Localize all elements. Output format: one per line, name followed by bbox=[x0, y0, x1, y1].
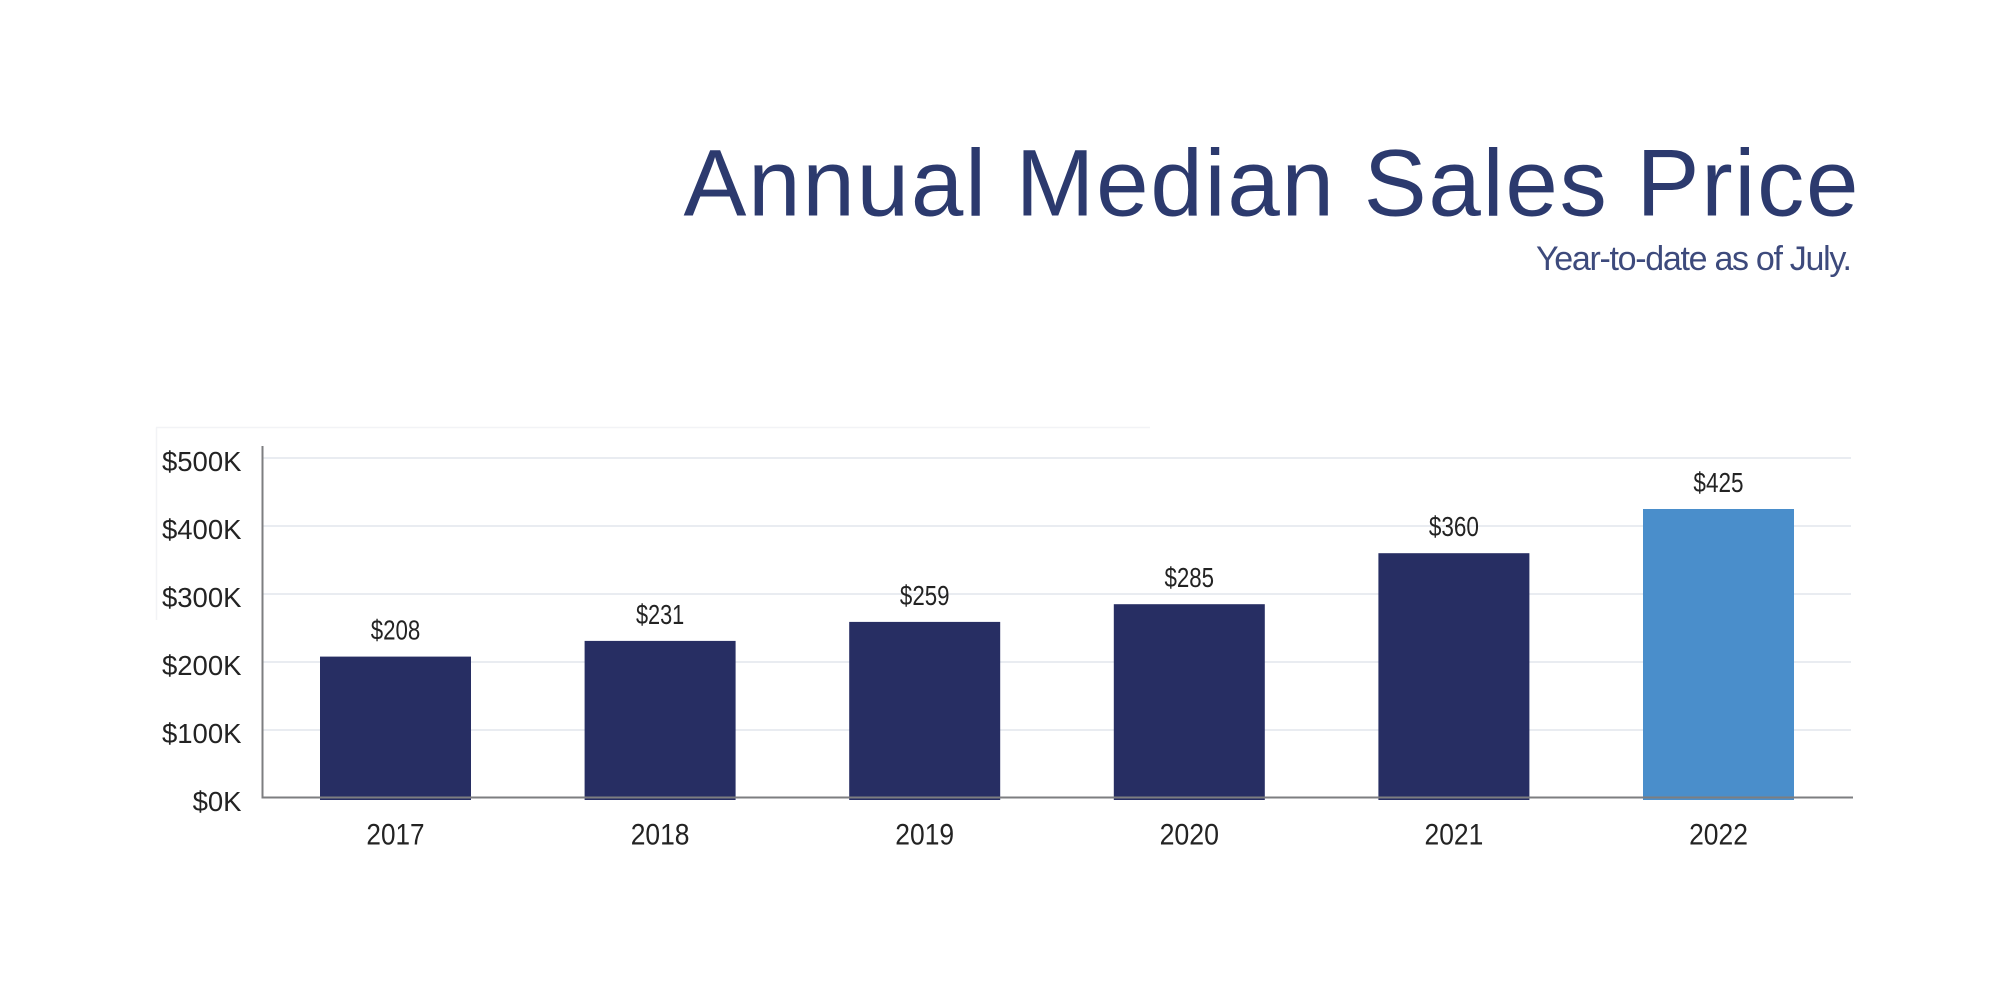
svg-text:2020: 2020 bbox=[1160, 817, 1219, 851]
svg-text:2022: 2022 bbox=[1689, 818, 1748, 851]
svg-text:$100K: $100K bbox=[162, 718, 242, 749]
svg-text:$200K: $200K bbox=[162, 650, 242, 681]
svg-text:$360: $360 bbox=[1429, 512, 1479, 543]
svg-text:Annual Median Sales Price: Annual Median Sales Price bbox=[684, 131, 1859, 236]
svg-text:$285: $285 bbox=[1165, 563, 1215, 594]
svg-text:$0K: $0K bbox=[193, 786, 243, 817]
svg-text:Year-to-date as of July.: Year-to-date as of July. bbox=[1536, 240, 1852, 278]
svg-text:$400K: $400K bbox=[162, 514, 242, 545]
svg-text:$208: $208 bbox=[371, 615, 421, 646]
svg-text:$500K: $500K bbox=[162, 446, 242, 477]
svg-text:$231: $231 bbox=[636, 601, 684, 631]
svg-text:2019: 2019 bbox=[895, 818, 954, 851]
svg-text:2021: 2021 bbox=[1424, 818, 1483, 851]
svg-text:$300K: $300K bbox=[162, 582, 242, 613]
svg-text:$425: $425 bbox=[1693, 468, 1743, 499]
svg-text:2017: 2017 bbox=[366, 818, 424, 851]
svg-text:2018: 2018 bbox=[631, 818, 690, 851]
svg-text:$259: $259 bbox=[900, 581, 950, 612]
